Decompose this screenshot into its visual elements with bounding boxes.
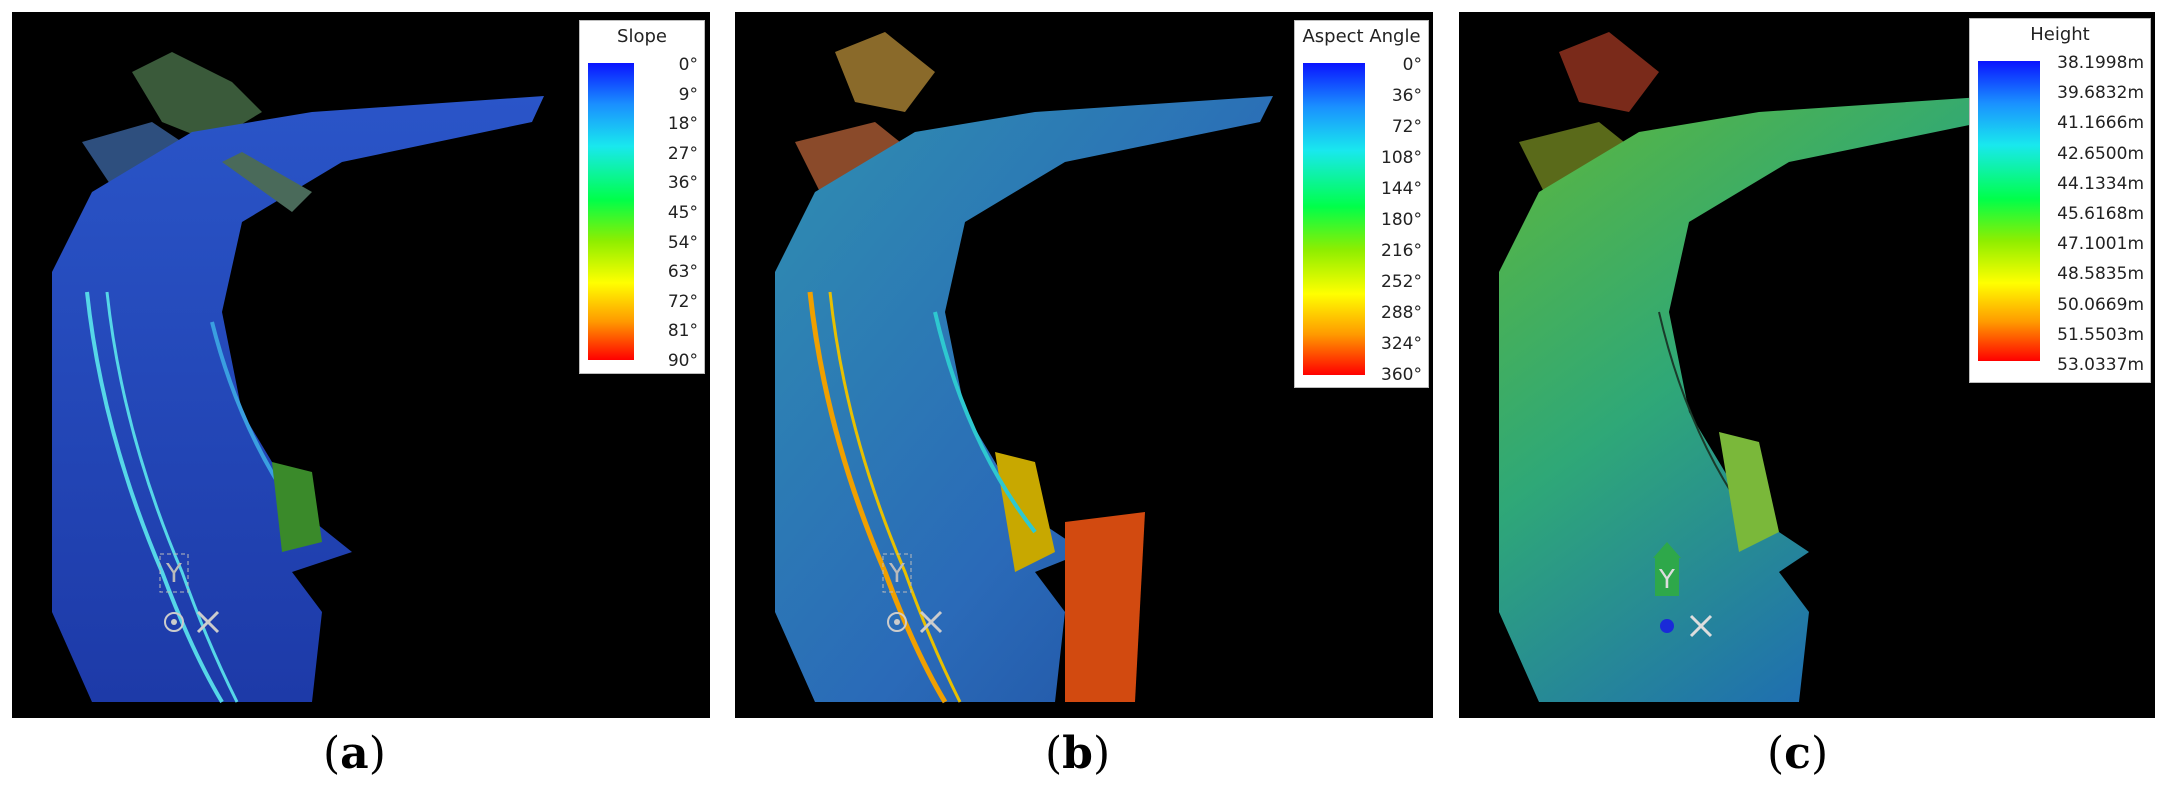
- legend-tick: 0°: [678, 55, 698, 75]
- color-scale-bar: [588, 63, 634, 360]
- legend-tick: 53.0337m: [2057, 354, 2144, 375]
- slope-terrain-render: [52, 52, 544, 704]
- legend-tick: 288°: [1381, 303, 1422, 323]
- legend-tick: 72°: [667, 291, 698, 312]
- legend-tick: 47.1001m: [2057, 234, 2144, 255]
- legend-tick: 42.6500m: [2057, 143, 2144, 164]
- aspect-map-panel: Y Aspect Angle 0° 36° 72° 108° 144° 180°…: [735, 12, 1433, 718]
- slope-legend: Slope 0° 9° 18° 27° 36° 45° 54° 63° 72° …: [579, 20, 705, 374]
- legend-tick: 38.1998m: [2057, 53, 2144, 73]
- color-scale-bar: [1303, 63, 1365, 375]
- legend-tick: 81°: [667, 321, 698, 342]
- legend-tick: 27°: [667, 143, 698, 164]
- legend-ticks: 0° 36° 72° 108° 144° 180° 216° 252° 288°…: [1381, 55, 1422, 385]
- axis-gizmo: Y: [1653, 542, 1713, 638]
- legend-tick: 39.6832m: [2057, 83, 2144, 104]
- legend-tick: 9°: [678, 84, 698, 105]
- legend-tick: 18°: [667, 114, 698, 135]
- caption-b: (b): [1045, 728, 1111, 779]
- legend-tick: 41.1666m: [2057, 113, 2144, 134]
- legend-ticks: 0° 9° 18° 27° 36° 45° 54° 63° 72° 81° 90…: [668, 55, 698, 371]
- legend-tick: 108°: [1381, 148, 1422, 168]
- legend-tick: 48.5835m: [2057, 264, 2144, 285]
- legend-tick: 50.0669m: [2057, 294, 2144, 315]
- legend-tick: 180°: [1381, 210, 1422, 230]
- legend-tick: 144°: [1381, 179, 1422, 199]
- axis-gizmo: Y: [159, 553, 220, 634]
- axis-gizmo: Y: [882, 553, 943, 634]
- legend-tick: 252°: [1381, 272, 1422, 292]
- legend-tick: 45.6168m: [2057, 203, 2144, 224]
- legend-tick: 63°: [667, 262, 698, 283]
- caption-a: (a): [323, 728, 386, 779]
- legend-title: Slope: [617, 26, 667, 47]
- aspect-legend: Aspect Angle 0° 36° 72° 108° 144° 180° 2…: [1294, 20, 1429, 388]
- legend-tick: 90°: [667, 350, 698, 371]
- legend-ticks: 38.1998m 39.6832m 41.1666m 42.6500m 44.1…: [2057, 53, 2144, 375]
- axis-y-label: Y: [165, 559, 182, 589]
- legend-tick: 72°: [1391, 117, 1422, 137]
- legend-tick: 44.1334m: [2057, 173, 2144, 194]
- caption-c: (c): [1767, 728, 1829, 779]
- height-map-panel: Y Height 38.1998m 39.6832m 41.1666m 42.6…: [1459, 12, 2155, 718]
- height-legend: Height 38.1998m 39.6832m 41.1666m 42.650…: [1969, 18, 2151, 383]
- legend-tick: 54°: [667, 232, 698, 253]
- aspect-terrain-render: [775, 32, 1273, 704]
- legend-tick: 324°: [1381, 334, 1422, 354]
- legend-tick: 45°: [667, 202, 698, 223]
- legend-tick: 51.5503m: [2057, 324, 2144, 345]
- legend-tick: 0°: [1402, 55, 1422, 75]
- legend-title: Height: [2030, 24, 2090, 45]
- color-scale-bar: [1978, 61, 2040, 361]
- axis-y-label: Y: [888, 559, 905, 589]
- legend-tick: 36°: [667, 173, 698, 194]
- legend-tick: 36°: [1391, 86, 1422, 106]
- legend-tick: 216°: [1381, 241, 1422, 261]
- legend-title: Aspect Angle: [1302, 26, 1421, 47]
- axis-y-label: Y: [1658, 565, 1675, 595]
- legend-tick: 360°: [1381, 365, 1422, 385]
- slope-map-panel: Y Slope 0° 9° 18° 27° 36° 45° 54° 63° 72…: [12, 12, 710, 718]
- height-terrain-render: [1499, 32, 1997, 702]
